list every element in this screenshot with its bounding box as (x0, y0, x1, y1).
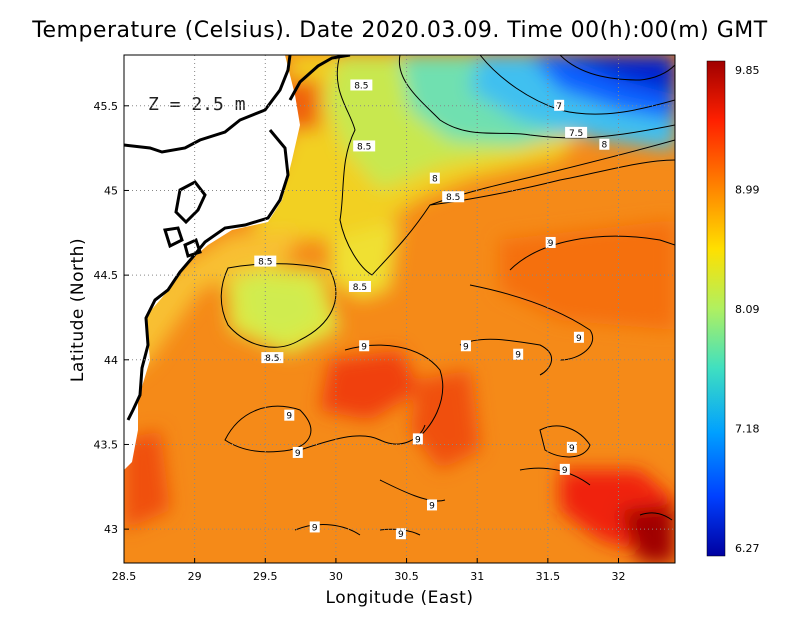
contour-label: 9 (562, 466, 568, 476)
plot-title: Temperature (Celsius). Date 2020.03.09. … (32, 18, 768, 43)
grid-lines (124, 55, 675, 563)
x-axis-label: Longitude (East) (325, 588, 474, 608)
contour-label: 9 (548, 239, 554, 249)
contour-label-bg (309, 521, 320, 533)
contour-label-bg (292, 446, 303, 458)
contour-label: 9 (286, 412, 292, 422)
colorbar-label: 9.85 (735, 64, 760, 77)
contour-label: 8.5 (354, 81, 368, 91)
contour-label: 9 (463, 342, 469, 352)
contour-label: 7 (556, 102, 562, 112)
contour-label: 7.5 (569, 129, 583, 139)
contour-label-bg (261, 352, 284, 364)
contour-label-bg (412, 433, 423, 445)
contour-label-bg (426, 499, 437, 511)
contour-label: 9 (576, 334, 582, 344)
y-tick-label: 45.5 (94, 100, 119, 113)
contour-label-bg (513, 348, 524, 360)
x-tick-label: 32 (611, 570, 625, 583)
contour-label: 8 (601, 141, 607, 151)
x-tick-label: 29.5 (253, 570, 278, 583)
contour-label-bg (460, 340, 471, 352)
contour-label: 8 (432, 175, 438, 185)
x-tick-label: 28.5 (112, 570, 137, 583)
colorbar-label: 8.99 (735, 184, 760, 197)
contour-label: 9 (312, 523, 318, 533)
y-tick-label: 44 (104, 354, 118, 367)
contour-label-bg (284, 409, 295, 421)
temperature-field (124, 55, 675, 563)
contour-label-bg (353, 140, 376, 152)
y-tick-label: 43 (104, 523, 118, 536)
land-area (124, 55, 300, 470)
contour-label: 9 (295, 449, 301, 459)
contour-label: 9 (398, 530, 404, 540)
colorbar-label: 8.09 (735, 303, 760, 316)
y-tick-label: 43.5 (94, 438, 119, 451)
coastline (124, 55, 351, 421)
x-tick-label: 31.5 (536, 570, 561, 583)
plot-frame (123, 54, 676, 564)
y-tick-label: 45 (104, 184, 118, 197)
contour-label-bg (545, 236, 556, 248)
contour-label-bg (559, 463, 570, 475)
contour-label: 9 (569, 444, 575, 454)
y-axis-ticks: 43 43.5 44 44.5 45 45.5 (94, 100, 129, 536)
x-axis-ticks: 28.5 29 29.5 30 30.5 31 31.5 32 (112, 558, 625, 583)
contour-label: 9 (515, 351, 521, 361)
x-tick-label: 29 (188, 570, 202, 583)
contour-label: 9 (415, 435, 421, 445)
contour-label-bg (429, 172, 440, 184)
colorbar-label: 7.18 (735, 423, 760, 436)
contour-label-bg (599, 138, 610, 150)
contour-label: 8.5 (265, 354, 279, 364)
contour-label: 9 (429, 501, 435, 511)
contour-label-bg (350, 79, 373, 91)
x-tick-label: 31 (470, 570, 484, 583)
contour-label: 9 (361, 342, 367, 352)
contour-label-bg (573, 331, 584, 343)
contour-labels: 8.5 8.5 7 7.5 8 8 8.5 8.5 8.5 8.5 9 9 9 9 9 9 9 9 9 9 9 9 9 (254, 79, 610, 540)
y-axis-label: Latitude (North) (68, 237, 88, 383)
contour-label: 8.5 (353, 283, 367, 293)
contour-lines (220, 55, 675, 536)
contour-label-bg (348, 280, 371, 292)
x-tick-label: 30.5 (394, 570, 419, 583)
colorbar (706, 60, 726, 557)
contour-label-bg (565, 126, 588, 138)
contour-label: 8.5 (258, 258, 272, 268)
contour-label: 8.5 (357, 142, 371, 152)
contour-label-bg (554, 99, 565, 111)
contour-label-bg (395, 528, 406, 540)
y-tick-label: 44.5 (94, 269, 119, 282)
x-tick-label: 30 (329, 570, 343, 583)
depth-label: Z = 2.5 m (148, 94, 246, 115)
contour-label-bg (566, 441, 577, 453)
contour-label-bg (359, 340, 370, 352)
contour-label-bg (442, 191, 465, 203)
colorbar-label: 6.27 (735, 542, 760, 555)
contour-label-bg (254, 255, 277, 267)
contour-label: 8.5 (446, 193, 460, 203)
colorbar-labels: 9.85 8.99 8.09 7.18 6.27 (735, 64, 760, 555)
